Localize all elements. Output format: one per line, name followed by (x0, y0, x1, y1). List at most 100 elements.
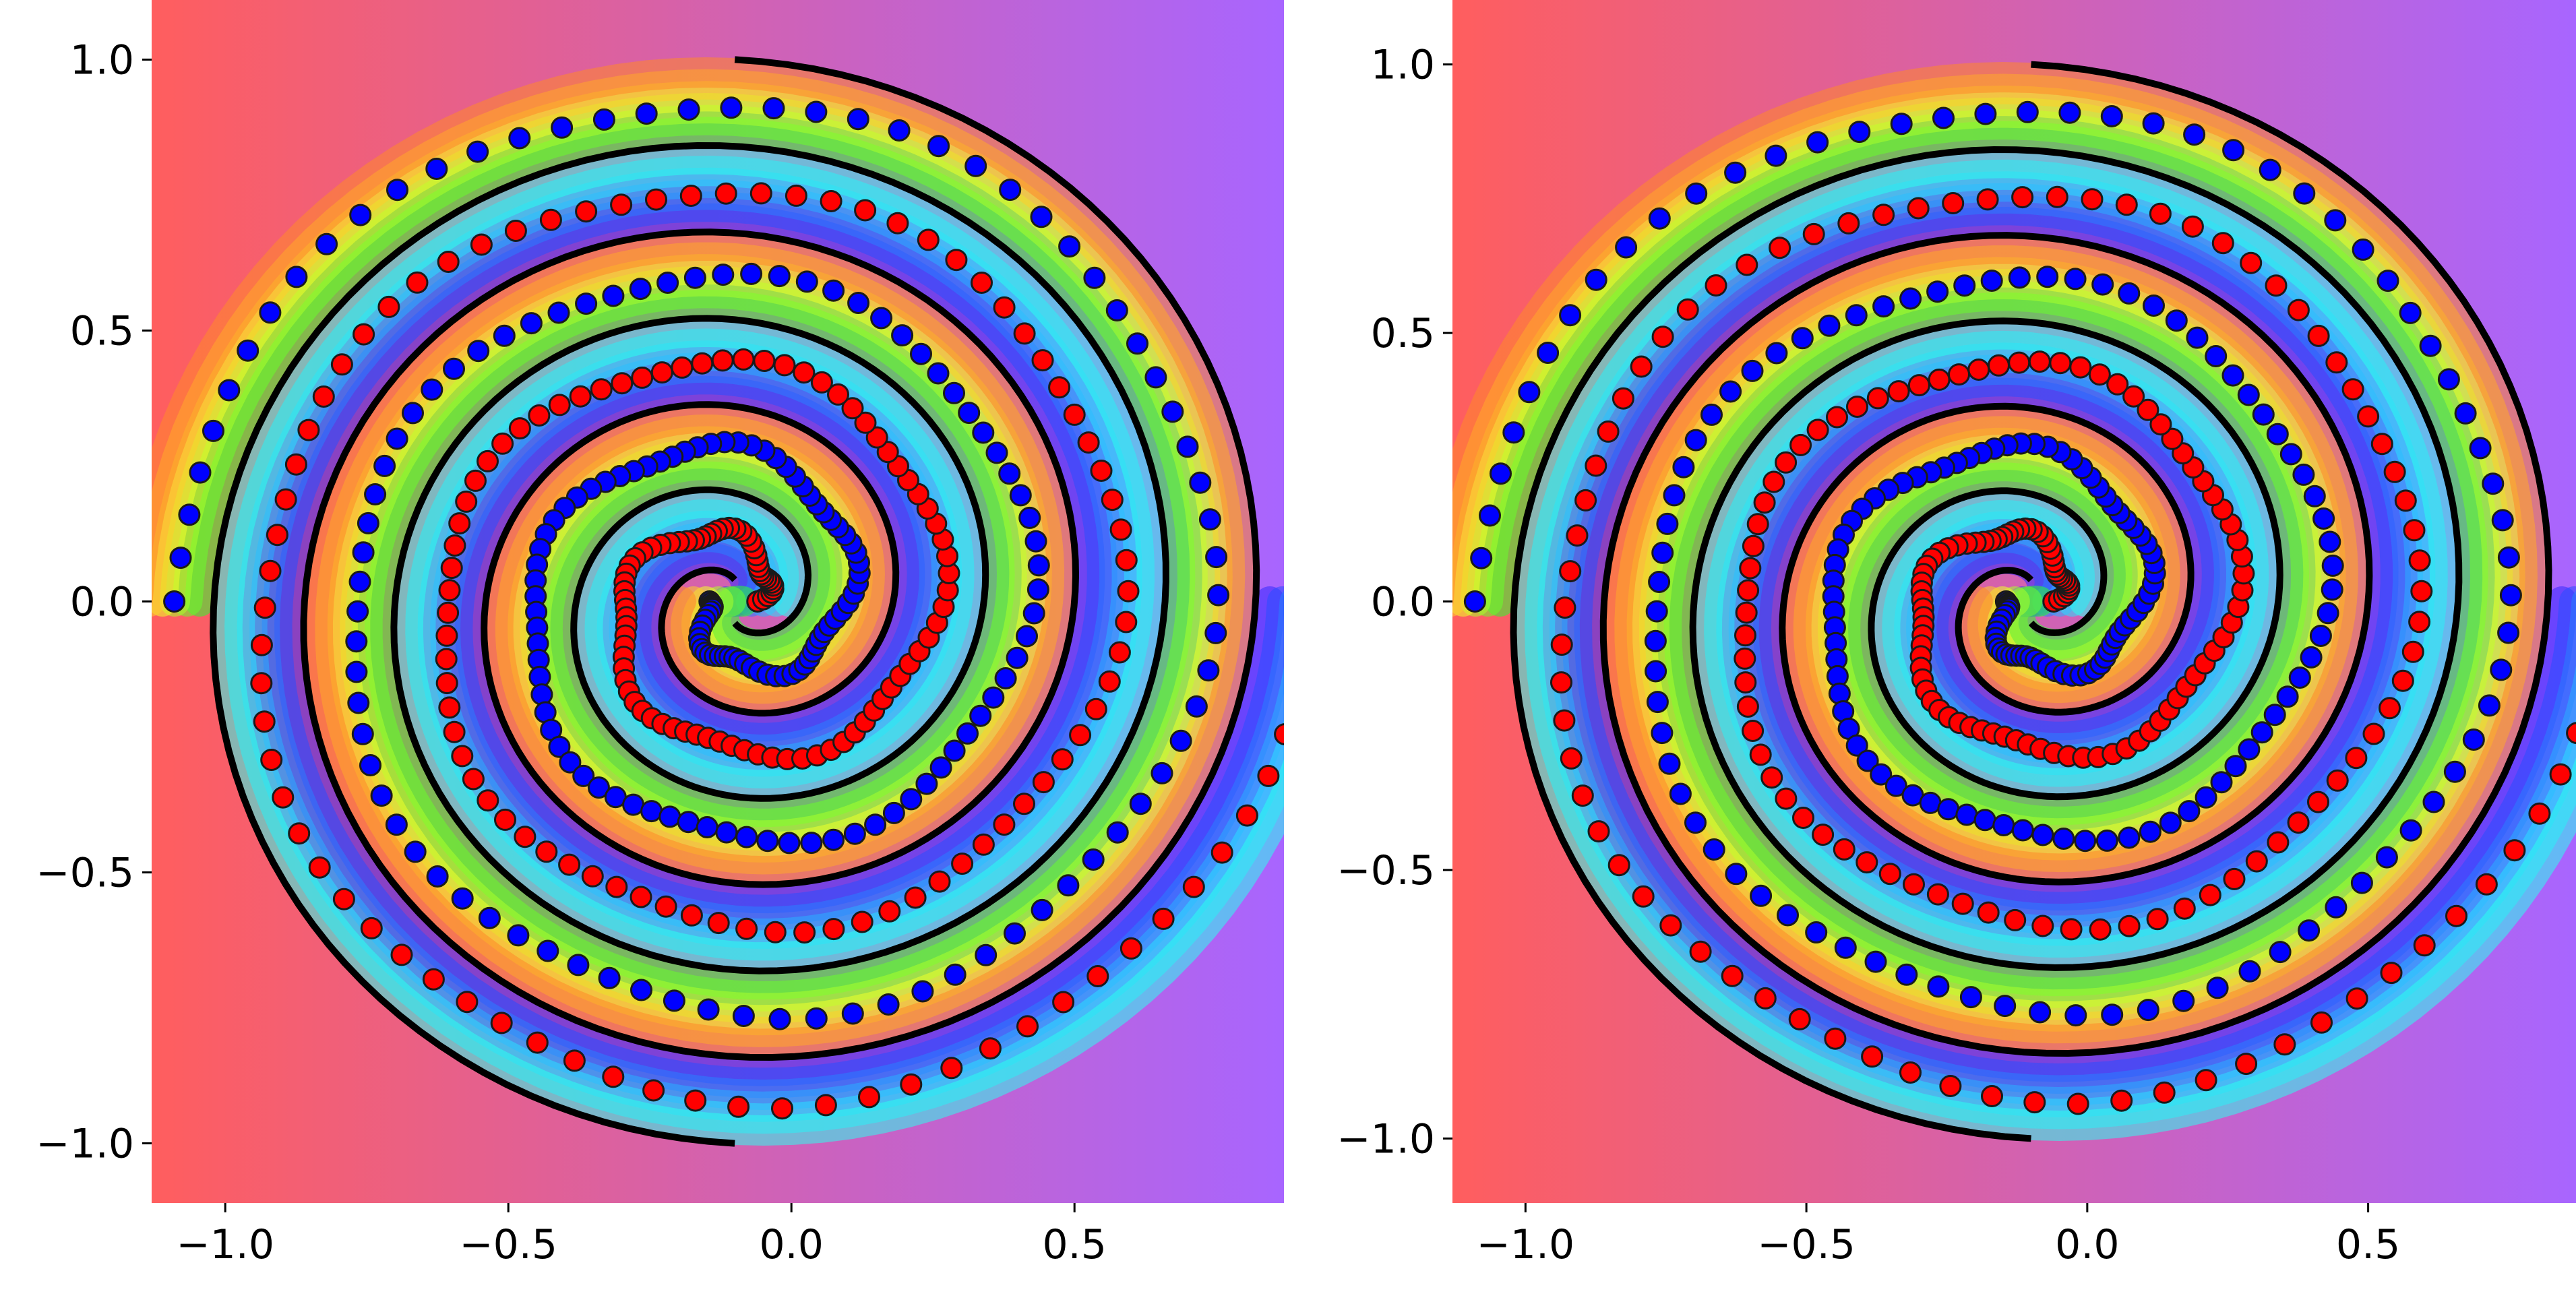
point-class-blue (1932, 106, 1955, 129)
point-class-red (1587, 820, 1610, 843)
point-class-red (1754, 987, 1777, 1010)
point-class-red (1559, 560, 1582, 583)
point-class-red (878, 900, 901, 923)
point-class-blue (2303, 485, 2326, 507)
point-class-blue (345, 630, 368, 653)
point-class-blue (2309, 625, 2332, 647)
point-class-blue (2266, 423, 2289, 445)
point-class-red (1274, 723, 1284, 745)
point-class-blue (1105, 299, 1128, 321)
point-class-red (771, 1097, 793, 1120)
point-class-blue (259, 301, 282, 324)
point-class-blue (768, 265, 791, 288)
point-class-blue (1872, 295, 1895, 318)
point-class-blue (598, 966, 621, 989)
point-class-red (1032, 771, 1055, 794)
point-class-red (2081, 188, 2104, 211)
point-class-red (2310, 1011, 2333, 1034)
point-class-red (827, 383, 849, 406)
point-class-blue (2172, 989, 2195, 1012)
point-class-blue (1176, 435, 1199, 458)
point-class-blue (1022, 602, 1045, 625)
point-class-red (854, 411, 877, 434)
point-class-red (1734, 624, 1756, 647)
point-class-red (1736, 695, 1759, 718)
point-class-red (1152, 907, 1175, 930)
point-class-blue (1848, 121, 1871, 144)
point-class-blue (2491, 509, 2514, 532)
point-class-blue (1004, 922, 1026, 945)
point-class-blue (2237, 383, 2260, 406)
point-class-blue (2224, 755, 2247, 778)
point-class-blue (345, 660, 368, 683)
x-tick-label: −1.0 (176, 1221, 274, 1268)
point-class-red (1721, 964, 1744, 987)
point-class-red (858, 1086, 880, 1109)
point-class-red (440, 557, 463, 580)
point-class-blue (841, 1002, 864, 1025)
point-class-red (904, 886, 927, 909)
point-class-red (707, 912, 730, 935)
point-class-blue (2288, 666, 2311, 689)
point-class-red (504, 220, 527, 242)
point-class-red (1554, 596, 1576, 619)
point-class-red (1762, 470, 1785, 493)
point-class-red (2023, 1091, 2046, 1114)
point-class-blue (218, 379, 241, 402)
point-class-red (2245, 850, 2268, 873)
point-class-red (2173, 897, 2196, 920)
point-class-blue (2183, 123, 2206, 146)
point-class-red (2195, 1069, 2217, 1092)
point-class-blue (1974, 102, 1997, 125)
point-class-red (2362, 722, 2385, 745)
point-class-blue (998, 462, 1021, 485)
point-class-blue (592, 108, 615, 131)
point-class-blue (359, 754, 381, 776)
point-class-red (435, 672, 458, 695)
point-class-red (2345, 747, 2368, 770)
point-class-red (1013, 793, 1035, 815)
point-class-blue (2298, 919, 2321, 942)
point-class-blue (2422, 790, 2445, 813)
y-tick-label: 0.5 (1371, 310, 1435, 357)
point-class-blue (877, 993, 900, 1016)
point-class-red (972, 833, 995, 856)
point-class-red (377, 295, 400, 318)
point-class-red (250, 633, 273, 656)
point-class-blue (1890, 113, 1913, 135)
point-class-red (1052, 991, 1075, 1014)
point-class-red (1101, 489, 1124, 512)
point-class-blue (2064, 1004, 2087, 1027)
point-class-red (1117, 580, 1140, 602)
point-class-red (2066, 1092, 2089, 1115)
point-class-red (764, 921, 787, 943)
point-class-blue (2011, 819, 2034, 842)
point-class-red (535, 840, 558, 863)
point-class-red (602, 1065, 625, 1088)
point-class-red (642, 1079, 665, 1102)
point-class-red (1789, 433, 1812, 456)
point-class-red (650, 361, 673, 384)
point-class-blue (1646, 691, 1669, 714)
point-class-blue (2195, 786, 2217, 809)
point-class-blue (493, 324, 516, 347)
point-class-blue (1058, 235, 1081, 258)
point-class-red (993, 296, 1016, 319)
point-class-red (1742, 534, 1765, 557)
point-class-blue (1725, 863, 1748, 886)
point-class-blue (732, 1005, 755, 1027)
point-class-red (1294, 592, 1314, 612)
point-class-blue (1018, 506, 1041, 529)
y-tick-label: −0.5 (1337, 847, 1435, 894)
point-class-red (2401, 640, 2424, 663)
point-class-red (1566, 524, 1589, 547)
point-class-blue (1992, 814, 2015, 836)
point-class-blue (1645, 660, 1667, 683)
point-class-red (945, 249, 968, 272)
point-class-red (1120, 937, 1142, 960)
point-class-red (2273, 1033, 2296, 1056)
point-class-red (2394, 489, 2417, 512)
point-class-blue (1518, 381, 1541, 404)
point-class-blue (1559, 304, 1582, 327)
